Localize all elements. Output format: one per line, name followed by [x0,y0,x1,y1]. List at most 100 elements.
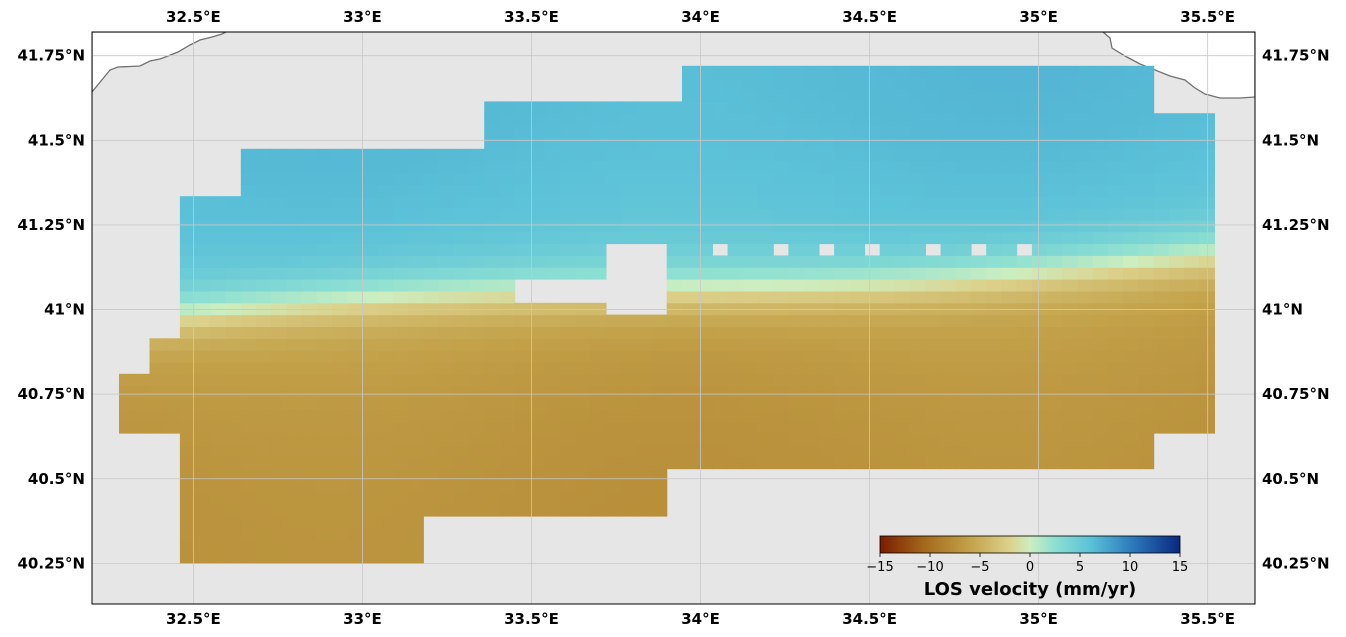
los-pixel [971,267,987,280]
los-pixel [529,125,546,138]
los-pixel [818,77,835,91]
los-pixel [1001,302,1018,316]
los-pixel [1153,385,1170,399]
los-pixel [408,255,424,268]
los-pixel [499,290,516,304]
lon-tick-label-bottom: 34.5°E [842,610,897,628]
los-pixel [1001,397,1018,410]
los-pixel [1107,219,1124,233]
los-pixel [392,160,409,173]
los-pixel [803,196,820,209]
los-pixel [758,373,774,387]
los-pixel [438,279,455,292]
los-pixel [225,504,242,517]
los-pixel [332,219,348,233]
los-pixel [423,279,440,292]
los-pixel [727,231,744,245]
los-pixel [316,468,333,481]
los-pixel [392,326,409,339]
los-pixel [682,125,698,138]
los-pixel [377,302,394,316]
los-pixel [894,148,911,162]
los-pixel [514,504,531,517]
los-pixel [362,468,379,481]
los-pixel [849,184,866,197]
los-pixel [1016,219,1033,233]
los-pixel [986,350,1002,363]
los-pixel [1047,219,1063,233]
los-pixel [1138,279,1155,292]
los-pixel [682,302,698,316]
los-pixel [256,539,272,553]
los-pixel [910,208,926,221]
los-pixel [514,184,531,197]
los-pixel [742,196,759,209]
los-pixel [164,385,181,399]
los-pixel [682,433,698,446]
los-pixel [1092,148,1109,162]
los-pixel [347,409,364,422]
los-pixel [605,113,622,126]
los-pixel [529,196,546,209]
lon-tick-label-bottom: 35°E [1019,610,1058,628]
los-pixel [605,196,622,209]
los-pixel [453,338,470,351]
los-pixel [621,219,637,233]
los-pixel [392,279,409,292]
los-pixel [301,468,318,481]
los-pixel [332,148,348,162]
lat-tick-label-left: 40.25°N [18,554,86,572]
los-pixel [301,255,318,268]
los-pixel [438,231,455,245]
los-pixel [788,267,805,280]
los-pixel [605,480,622,493]
los-pixel [666,456,683,470]
los-pixel [362,243,379,256]
los-pixel [484,243,500,256]
los-pixel [499,338,516,351]
los-pixel [803,113,820,126]
los-pixel [256,444,272,458]
los-pixel [697,444,713,458]
los-pixel [408,480,424,493]
los-pixel [879,65,896,79]
los-pixel [316,373,333,387]
los-pixel [955,338,972,351]
los-pixel [195,373,211,387]
los-pixel [1062,113,1079,126]
los-pixel [910,373,926,387]
los-pixel [879,196,896,209]
los-pixel [392,539,409,553]
los-pixel [1016,148,1033,162]
los-pixel [469,279,485,292]
los-pixel [864,279,881,292]
los-pixel [332,326,348,339]
los-pixel [271,362,287,375]
los-pixel [423,184,440,197]
los-pixel [773,267,789,280]
los-pixel [499,456,516,470]
los-pixel [727,279,744,292]
los-pixel [1092,231,1109,245]
los-pixel [499,373,516,387]
los-pixel [742,255,759,268]
los-pixel [575,373,592,387]
left-lat-labels: 41.75°N41.5°N41.25°N41°N40.75°N40.5°N40.… [18,47,86,573]
los-pixel [986,136,1002,150]
los-pixel [864,290,881,304]
los-pixel [1107,89,1124,102]
los-pixel [240,338,257,351]
los-pixel [834,255,850,268]
los-pixel [332,338,348,351]
los-pixel [879,456,896,470]
los-pixel [545,136,561,150]
los-pixel [210,255,227,268]
los-pixel [1092,350,1109,363]
los-pixel [590,397,607,410]
los-pixel [1123,136,1139,150]
los-pixel [1199,267,1215,280]
los-pixel [347,196,364,209]
los-pixel [423,172,440,185]
los-pixel [803,350,820,363]
los-pixel [1184,255,1200,268]
